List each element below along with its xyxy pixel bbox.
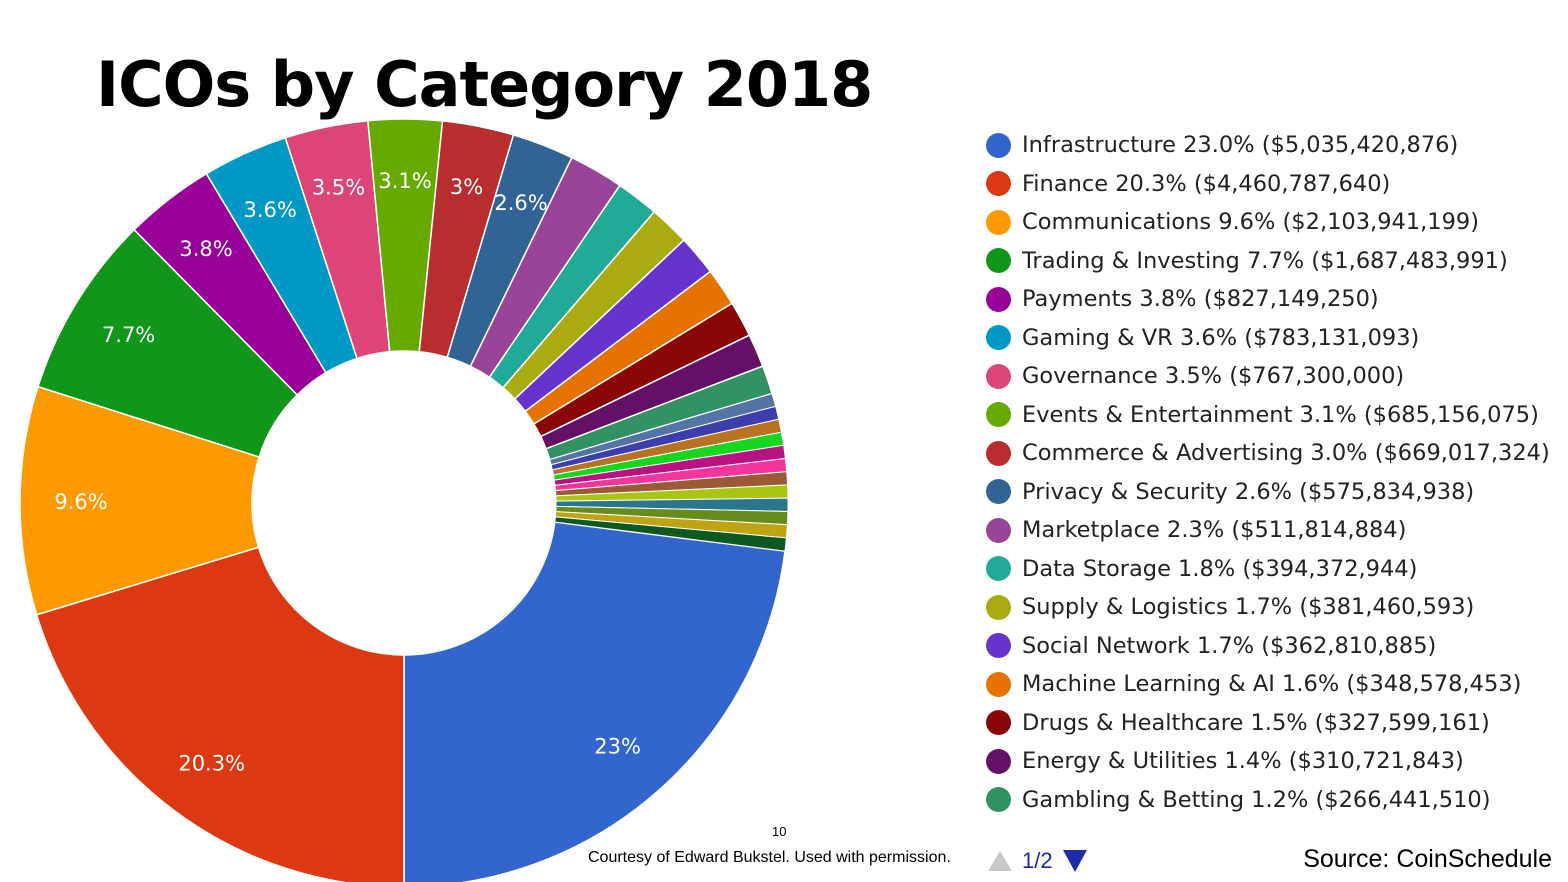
slice-label-0: 23% bbox=[594, 734, 641, 758]
pager-down-arrow-icon[interactable] bbox=[1062, 850, 1087, 872]
legend-label: Infrastructure 23.0% ($5,035,420,876) bbox=[1022, 132, 1459, 159]
legend-item-infrastructure[interactable]: Infrastructure 23.0% ($5,035,420,876) bbox=[986, 126, 1550, 165]
legend-swatch bbox=[986, 556, 1011, 582]
legend-item-events-entertainment[interactable]: Events & Entertainment 3.1% ($685,156,07… bbox=[986, 396, 1550, 435]
legend-label: Commerce & Advertising 3.0% ($669,017,32… bbox=[1022, 440, 1550, 467]
legend-item-energy-utilities[interactable]: Energy & Utilities 1.4% ($310,721,843) bbox=[986, 742, 1550, 781]
legend-swatch bbox=[986, 671, 1011, 697]
legend-swatch bbox=[986, 286, 1011, 312]
legend-label: Trading & Investing 7.7% ($1,687,483,991… bbox=[1022, 247, 1508, 274]
legend-swatch bbox=[986, 479, 1011, 505]
pager-up-arrow-icon[interactable] bbox=[988, 851, 1012, 871]
slice-label-1: 20.3% bbox=[178, 752, 245, 776]
legend-swatch bbox=[986, 787, 1011, 813]
legend-item-privacy-security[interactable]: Privacy & Security 2.6% ($575,834,938) bbox=[986, 473, 1550, 512]
legend-label: Energy & Utilities 1.4% ($310,721,843) bbox=[1022, 748, 1464, 775]
legend-label: Marketplace 2.3% ($511,814,884) bbox=[1022, 517, 1407, 544]
slice-label-2: 9.6% bbox=[54, 490, 107, 514]
slice-label-9: 2.6% bbox=[494, 191, 547, 215]
legend-swatch bbox=[986, 402, 1011, 428]
legend-label: Communications 9.6% ($2,103,941,199) bbox=[1022, 209, 1480, 236]
slice-other-12[interactable] bbox=[554, 516, 787, 552]
legend-label: Supply & Logistics 1.7% ($381,460,593) bbox=[1022, 594, 1475, 621]
legend-label: Data Storage 1.8% ($394,372,944) bbox=[1022, 555, 1418, 582]
slice-finance[interactable] bbox=[35, 546, 405, 882]
legend-swatch bbox=[986, 363, 1011, 389]
legend-swatch bbox=[986, 440, 1011, 466]
legend-pager: 1/2 bbox=[988, 848, 1087, 874]
source-text: Source: CoinSchedule bbox=[1303, 845, 1552, 873]
legend-label: Finance 20.3% ($4,460,787,640) bbox=[1022, 170, 1391, 197]
slice-label-3: 7.7% bbox=[102, 323, 155, 347]
legend-label: Machine Learning & AI 1.6% ($348,578,453… bbox=[1022, 671, 1522, 698]
legend-label: Privacy & Security 2.6% ($575,834,938) bbox=[1022, 478, 1475, 505]
slice-label-4: 3.8% bbox=[179, 237, 232, 261]
legend-swatch bbox=[986, 171, 1011, 197]
legend-swatch bbox=[986, 748, 1011, 774]
legend-item-communications[interactable]: Communications 9.6% ($2,103,941,199) bbox=[986, 203, 1550, 242]
legend-swatch bbox=[986, 517, 1011, 543]
legend-label: Gambling & Betting 1.2% ($266,441,510) bbox=[1022, 786, 1491, 813]
legend-item-social-network[interactable]: Social Network 1.7% ($362,810,885) bbox=[986, 627, 1550, 666]
donut-chart: 23% 20.3% 9.6% 7.7% 3.8% 3.6% 3.5% 3.1% 3% 2.6% bbox=[19, 118, 789, 882]
slide-title: ICOs by Category 2018 bbox=[96, 48, 873, 121]
legend-swatch bbox=[986, 594, 1011, 620]
legend-label: Events & Entertainment 3.1% ($685,156,07… bbox=[1022, 401, 1539, 428]
legend-swatch bbox=[986, 325, 1011, 351]
legend-label: Social Network 1.7% ($362,810,885) bbox=[1022, 632, 1437, 659]
legend-swatch bbox=[986, 132, 1011, 158]
legend-swatch bbox=[986, 633, 1011, 659]
legend-item-finance[interactable]: Finance 20.3% ($4,460,787,640) bbox=[986, 165, 1550, 204]
legend-item-payments[interactable]: Payments 3.8% ($827,149,250) bbox=[986, 280, 1550, 319]
legend-item-governance[interactable]: Governance 3.5% ($767,300,000) bbox=[986, 357, 1550, 396]
legend-item-gambling-betting[interactable]: Gambling & Betting 1.2% ($266,441,510) bbox=[986, 781, 1550, 820]
legend-swatch bbox=[986, 710, 1011, 736]
legend-item-trading-investing[interactable]: Trading & Investing 7.7% ($1,687,483,991… bbox=[986, 242, 1550, 281]
page-number: 10 bbox=[772, 824, 787, 839]
slice-communications[interactable] bbox=[19, 385, 261, 616]
legend-item-drugs-healthcare[interactable]: Drugs & Healthcare 1.5% ($327,599,161) bbox=[986, 704, 1550, 743]
legend-label: Drugs & Healthcare 1.5% ($327,599,161) bbox=[1022, 709, 1490, 736]
slice-label-7: 3.1% bbox=[378, 169, 431, 193]
legend-item-machine-learning-ai[interactable]: Machine Learning & AI 1.6% ($348,578,453… bbox=[986, 665, 1550, 704]
legend-label: Governance 3.5% ($767,300,000) bbox=[1022, 363, 1405, 390]
legend-swatch bbox=[986, 248, 1011, 274]
credit-text: Courtesy of Edward Bukstel. Used with pe… bbox=[588, 849, 951, 866]
legend-item-marketplace[interactable]: Marketplace 2.3% ($511,814,884) bbox=[986, 511, 1550, 550]
legend-swatch bbox=[986, 209, 1011, 235]
slice-infrastructure[interactable] bbox=[403, 521, 786, 882]
legend-label: Gaming & VR 3.6% ($783,131,093) bbox=[1022, 324, 1420, 351]
slice-label-8: 3% bbox=[450, 175, 483, 199]
legend-item-supply-logistics[interactable]: Supply & Logistics 1.7% ($381,460,593) bbox=[986, 588, 1550, 627]
chart-legend: Infrastructure 23.0% ($5,035,420,876) Fin… bbox=[986, 126, 1550, 819]
pager-page-indicator: 1/2 bbox=[1022, 848, 1053, 873]
legend-item-gaming-vr[interactable]: Gaming & VR 3.6% ($783,131,093) bbox=[986, 319, 1550, 358]
slice-label-5: 3.6% bbox=[243, 198, 296, 222]
legend-label: Payments 3.8% ($827,149,250) bbox=[1022, 286, 1379, 313]
slice-label-6: 3.5% bbox=[312, 176, 365, 200]
legend-item-data-storage[interactable]: Data Storage 1.8% ($394,372,944) bbox=[986, 550, 1550, 589]
legend-item-commerce-advertising[interactable]: Commerce & Advertising 3.0% ($669,017,32… bbox=[986, 434, 1550, 473]
